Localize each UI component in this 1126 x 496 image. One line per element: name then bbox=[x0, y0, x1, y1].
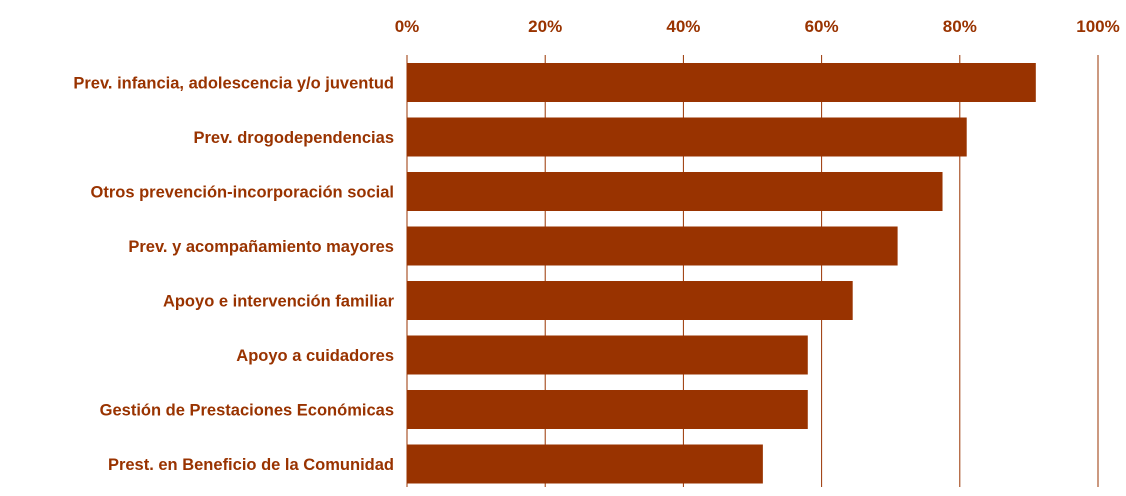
x-tick-label: 40% bbox=[666, 17, 700, 36]
category-label: Prev. drogodependencias bbox=[194, 129, 395, 147]
x-tick-label: 80% bbox=[943, 17, 977, 36]
bar bbox=[407, 444, 763, 484]
bar bbox=[407, 335, 808, 375]
bar bbox=[407, 226, 898, 266]
bar bbox=[407, 63, 1036, 102]
category-label: Otros prevención-incorporación social bbox=[91, 184, 395, 202]
category-label: Apoyo a cuidadores bbox=[236, 347, 394, 365]
x-tick-label: 100% bbox=[1076, 17, 1119, 36]
bar bbox=[407, 117, 967, 157]
bar bbox=[407, 390, 808, 429]
x-axis-ticks: 0% 20% 40% 60% 80% 100% bbox=[395, 17, 1120, 36]
category-label: Prev. infancia, adolescencia y/o juventu… bbox=[73, 75, 394, 93]
x-tick-label: 60% bbox=[805, 17, 839, 36]
category-label: Gestión de Prestaciones Económicas bbox=[100, 402, 394, 420]
bars bbox=[407, 63, 1036, 484]
bar bbox=[407, 172, 943, 211]
x-tick-label: 0% bbox=[395, 17, 420, 36]
bar bbox=[407, 281, 853, 320]
category-label: Prest. en Beneficio de la Comunidad bbox=[108, 456, 394, 474]
category-labels: Prev. infancia, adolescencia y/o juventu… bbox=[73, 75, 394, 475]
x-tick-label: 20% bbox=[528, 17, 562, 36]
category-label: Apoyo e intervención familiar bbox=[163, 293, 395, 311]
category-label: Prev. y acompañamiento mayores bbox=[128, 238, 394, 256]
